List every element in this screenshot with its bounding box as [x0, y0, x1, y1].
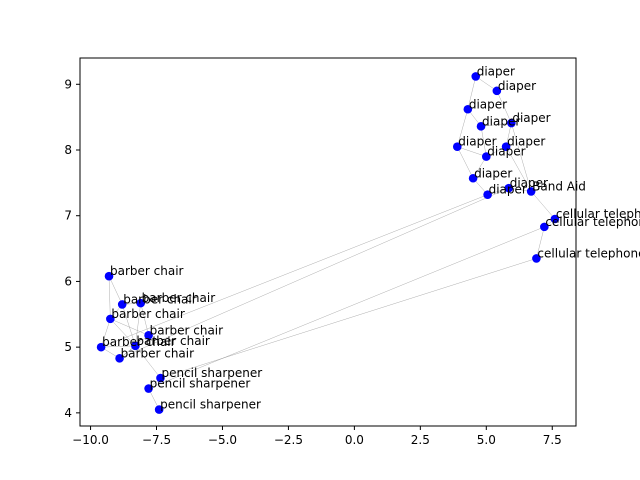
edge-line [108, 276, 111, 319]
edge-line [122, 304, 136, 346]
y-tick-label: 8 [64, 143, 72, 157]
point-label: barber chair [136, 334, 210, 348]
edge-line [480, 126, 487, 157]
x-tick-label: −10.0 [72, 433, 109, 447]
data-point [526, 187, 536, 196]
x-tick-label: −7.5 [142, 433, 171, 447]
point-label: diaper [489, 183, 527, 197]
y-tick-label: 7 [64, 209, 72, 223]
data-point [144, 384, 153, 393]
point-label: diaper [482, 114, 520, 128]
edge-line [505, 146, 532, 192]
point-label: diaper [487, 145, 525, 159]
y-tick-label: 5 [64, 340, 72, 354]
x-axis: −10.0 −7.5 −5.0 −2.5 0.0 2.5 5.0 7.5 [72, 426, 562, 447]
data-point [131, 341, 140, 351]
edge-line [119, 187, 509, 359]
edge-line [530, 191, 556, 220]
points-layer [96, 72, 560, 414]
data-point [468, 173, 478, 183]
point-label: diaper [474, 166, 512, 180]
edge-line [135, 345, 161, 379]
data-point [136, 298, 145, 308]
edge-line [457, 109, 469, 147]
data-point [501, 142, 511, 152]
point-label: pencil sharpener [150, 377, 251, 391]
point-label: diaper [498, 79, 536, 93]
y-tick-label: 6 [64, 274, 72, 288]
edge-line [110, 318, 136, 346]
data-point [144, 331, 153, 340]
x-tick-label: 7.5 [543, 433, 562, 447]
data-point [504, 183, 514, 193]
data-point [154, 405, 164, 414]
x-tick-label: −2.5 [274, 433, 303, 447]
data-point [550, 214, 560, 224]
point-label: pencil sharpener [160, 398, 261, 412]
edge-line [135, 303, 141, 346]
edge-line [101, 345, 136, 348]
edge-line [511, 123, 532, 192]
point-label: barber chair [142, 291, 216, 305]
edge-line [101, 194, 488, 348]
edge-line [108, 276, 123, 305]
point-label: Band Aid [532, 179, 586, 193]
edge-line [148, 226, 545, 389]
point-label: barber chair [110, 264, 184, 278]
edge-line [140, 303, 149, 336]
data-point [532, 254, 541, 263]
data-point [476, 122, 486, 131]
y-tick-label: 9 [64, 77, 72, 91]
edge-line [480, 122, 512, 127]
edge-line [457, 146, 487, 157]
edge-line [457, 146, 474, 179]
point-label: barber chair [111, 307, 185, 321]
point-label: diaper [507, 135, 545, 149]
data-point [540, 222, 549, 232]
point-label: cellular telephone [537, 246, 640, 260]
y-tick-label: 4 [64, 406, 72, 420]
y-axis: 4 5 6 7 8 9 [64, 77, 80, 420]
point-label: diaper [469, 97, 507, 111]
point-label: barber chair [150, 323, 224, 337]
data-point [483, 190, 492, 199]
edge-line [536, 226, 545, 259]
data-point [463, 104, 473, 114]
edge-line [100, 318, 111, 348]
point-label: diaper [477, 64, 515, 78]
data-point [156, 373, 165, 383]
point-label: cellular telephone [545, 215, 640, 229]
data-point [492, 86, 502, 96]
data-point [507, 118, 516, 128]
data-point [104, 271, 114, 281]
x-tick-label: 5.0 [477, 433, 496, 447]
point-label: cellular telephone [556, 207, 640, 221]
data-point [481, 152, 491, 161]
data-point [115, 354, 124, 363]
data-point [96, 342, 106, 352]
data-point [452, 142, 462, 152]
edge-line [496, 90, 512, 124]
point-label: diaper [510, 176, 548, 190]
x-tick-label: 2.5 [411, 433, 430, 447]
plot-frame [79, 57, 577, 427]
x-tick-label: 0.0 [345, 433, 364, 447]
point-label: diaper [512, 111, 550, 125]
edge-line [160, 258, 537, 379]
data-point [471, 72, 481, 81]
point-label: barber chair [121, 346, 195, 360]
x-tick-label: −5.0 [208, 433, 237, 447]
edge-line [467, 76, 476, 110]
point-label: barber chair [102, 335, 176, 349]
data-point [106, 314, 115, 324]
point-label: barber chair [123, 292, 197, 306]
point-label: diaper [458, 135, 496, 149]
data-point [117, 300, 127, 309]
point-label: pencil sharpener [161, 366, 262, 380]
